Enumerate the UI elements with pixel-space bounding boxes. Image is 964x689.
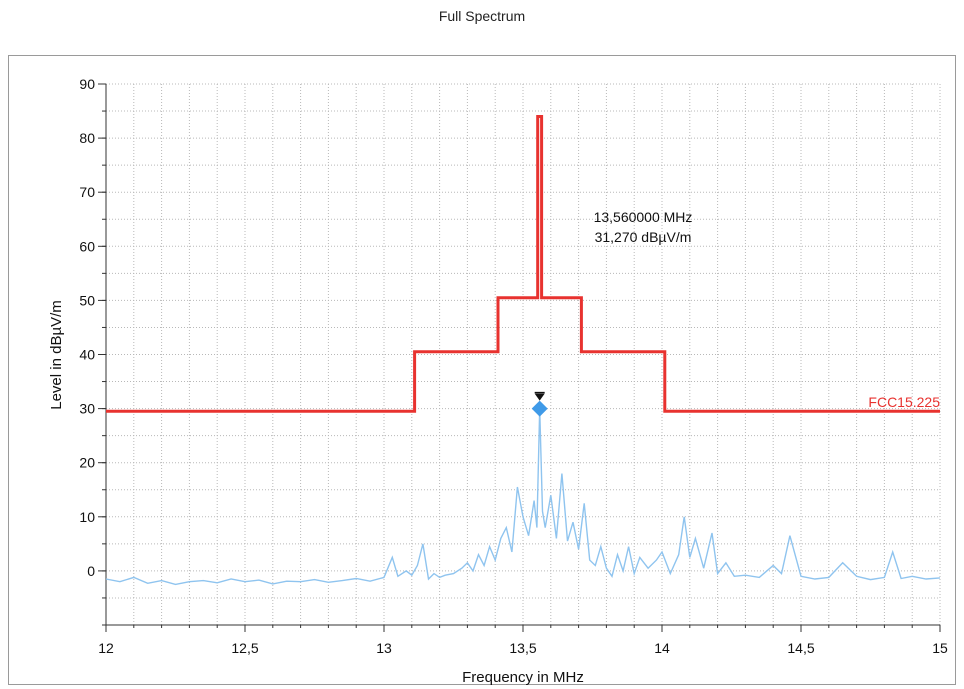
y-tick-label: 10 bbox=[79, 509, 95, 525]
y-tick-label: 20 bbox=[79, 455, 95, 471]
marker-down-triangle-icon bbox=[534, 393, 545, 401]
x-tick-label: 12 bbox=[98, 640, 114, 656]
x-axis-label: Frequency in MHz bbox=[462, 669, 584, 686]
marker-diamond-icon bbox=[531, 400, 548, 417]
y-tick-label: 60 bbox=[79, 238, 95, 254]
y-tick-label: 50 bbox=[79, 292, 95, 308]
x-tick-label: 13,5 bbox=[509, 640, 536, 656]
marker-level-annotation: 31,270 dBµV/m bbox=[595, 229, 692, 245]
limit-line-label: FCC15.225 bbox=[868, 394, 940, 410]
x-tick-label: 13 bbox=[376, 640, 392, 656]
y-tick-label: 40 bbox=[79, 347, 95, 363]
x-tick-label: 12,5 bbox=[231, 640, 258, 656]
y-ticks: 0 10 20 30 40 50 60 70 80 90 bbox=[79, 76, 106, 626]
x-ticks: 12 12,5 13 13,5 14 14,5 15 bbox=[98, 625, 948, 656]
y-tick-label: 80 bbox=[79, 130, 95, 146]
y-axis-label: Level in dBµV/m bbox=[48, 300, 65, 410]
chart-title: Full Spectrum bbox=[438, 8, 526, 24]
y-tick-label: 70 bbox=[79, 184, 95, 200]
series-layer bbox=[105, 115, 941, 586]
y-tick-label: 30 bbox=[79, 401, 95, 417]
measurement-trace bbox=[105, 408, 941, 586]
plot-frame bbox=[8, 55, 956, 685]
limit-line-fcc15-225 bbox=[106, 115, 940, 413]
y-tick-label: 0 bbox=[87, 563, 95, 579]
marker-layer bbox=[531, 391, 548, 417]
horizontal-grid bbox=[106, 83, 940, 599]
y-tick-label: 90 bbox=[79, 76, 95, 92]
x-tick-label: 14 bbox=[654, 640, 670, 656]
marker-frequency-annotation: 13,560000 MHz bbox=[594, 209, 693, 225]
x-tick-label: 14,5 bbox=[787, 640, 814, 656]
x-tick-label: 15 bbox=[932, 640, 948, 656]
